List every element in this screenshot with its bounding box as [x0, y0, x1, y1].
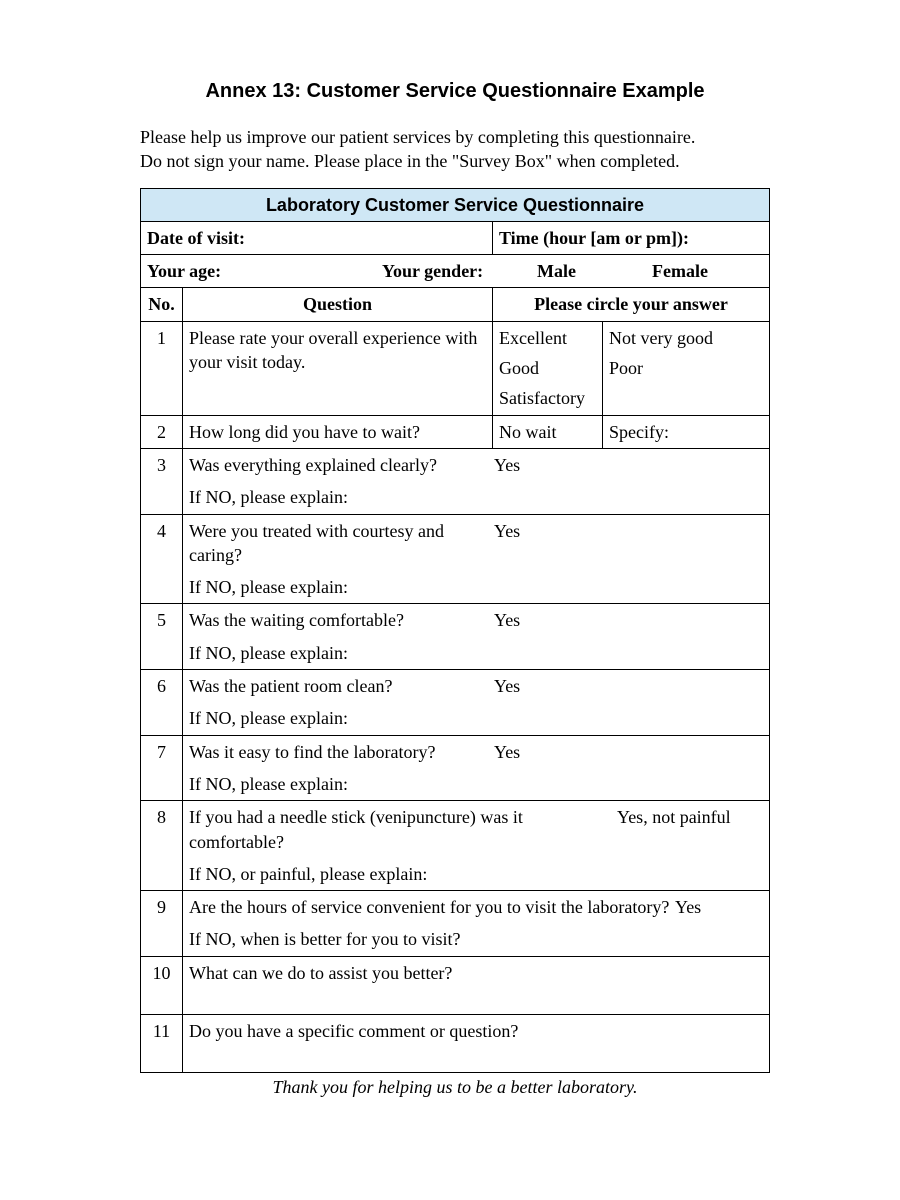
q5-sub: If NO, please explain:: [189, 641, 763, 665]
q1-poor: Poor: [609, 356, 763, 380]
q1-good: Good: [499, 356, 596, 380]
q7-text: Was it easy to find the laboratory?: [189, 740, 494, 764]
table-row: 6 Was the patient room clean? Yes If NO,…: [141, 670, 770, 736]
q1-answers-right: Not very good Poor: [609, 326, 763, 381]
q5-no: 5: [141, 604, 183, 670]
q8-yes: Yes, not painful: [617, 805, 731, 854]
q4-line: Were you treated with courtesy and carin…: [189, 519, 763, 568]
q3-no: 3: [141, 448, 183, 514]
intro-line-2: Do not sign your name. Please place in t…: [140, 151, 680, 171]
q4-sub: If NO, please explain:: [189, 575, 763, 599]
gender-label: Your gender:: [382, 259, 537, 283]
q5-text: Was the waiting comfortable?: [189, 608, 494, 632]
q1-satisfactory: Satisfactory: [499, 386, 596, 410]
gender-male: Male: [537, 259, 652, 283]
intro-line-1: Please help us improve our patient servi…: [140, 127, 695, 147]
time-label: Time (hour [am or pm]):: [493, 221, 770, 254]
table-row: 5 Was the waiting comfortable? Yes If NO…: [141, 604, 770, 670]
q9-sub: If NO, when is better for you to visit?: [189, 927, 763, 951]
q8-sub: If NO, or painful, please explain:: [189, 862, 763, 886]
col-header-no: No.: [141, 288, 183, 321]
q9-yes: Yes: [675, 895, 701, 919]
q1-not-very-good: Not very good: [609, 326, 763, 350]
q11-no: 11: [141, 1014, 183, 1072]
demographics-row: Your age: Your gender: Male Female: [147, 259, 763, 283]
q1-answers-left: Excellent Good Satisfactory: [499, 326, 596, 411]
table-row: 8 If you had a needle stick (venipunctur…: [141, 801, 770, 891]
q4-yes: Yes: [494, 519, 520, 568]
q1-excellent: Excellent: [499, 326, 596, 350]
q3-text: Was everything explained clearly?: [189, 453, 494, 477]
intro-text: Please help us improve our patient servi…: [140, 125, 770, 174]
table-row: 2 How long did you have to wait? No wait…: [141, 415, 770, 448]
q9-no: 9: [141, 891, 183, 957]
page-title: Annex 13: Customer Service Questionnaire…: [140, 80, 770, 103]
q2-text: How long did you have to wait?: [183, 415, 493, 448]
q8-line: If you had a needle stick (venipuncture)…: [189, 805, 763, 854]
q1-no: 1: [141, 321, 183, 415]
q8-text: If you had a needle stick (venipuncture)…: [189, 805, 617, 854]
q3-sub: If NO, please explain:: [189, 485, 763, 509]
q4-no: 4: [141, 514, 183, 604]
q2-no: 2: [141, 415, 183, 448]
q4-text: Were you treated with courtesy and carin…: [189, 519, 494, 568]
q6-no: 6: [141, 670, 183, 736]
q6-sub: If NO, please explain:: [189, 706, 763, 730]
q8-no: 8: [141, 801, 183, 891]
q7-yes: Yes: [494, 740, 520, 764]
table-row: 4 Were you treated with courtesy and car…: [141, 514, 770, 604]
q10-text: What can we do to assist you better?: [183, 956, 770, 1014]
q9-text: Are the hours of service convenient for …: [189, 895, 675, 919]
q2-nowait: No wait: [493, 415, 603, 448]
table-row: 10 What can we do to assist you better?: [141, 956, 770, 1014]
col-header-question: Question: [183, 288, 493, 321]
q6-yes: Yes: [494, 674, 520, 698]
questionnaire-table: Laboratory Customer Service Questionnair…: [140, 188, 770, 1073]
q2-specify: Specify:: [603, 415, 770, 448]
document-page: Annex 13: Customer Service Questionnaire…: [0, 0, 900, 1200]
q6-line: Was the patient room clean? Yes: [189, 674, 763, 698]
table-row: 3 Was everything explained clearly? Yes …: [141, 448, 770, 514]
date-of-visit-label: Date of visit:: [141, 221, 493, 254]
table-row: 9 Are the hours of service convenient fo…: [141, 891, 770, 957]
gender-female: Female: [652, 259, 708, 283]
q10-no: 10: [141, 956, 183, 1014]
table-title: Laboratory Customer Service Questionnair…: [141, 188, 770, 221]
q7-no: 7: [141, 735, 183, 801]
q9-line: Are the hours of service convenient for …: [189, 895, 763, 919]
q11-text: Do you have a specific comment or questi…: [183, 1014, 770, 1072]
table-row: 11 Do you have a specific comment or que…: [141, 1014, 770, 1072]
age-label: Your age:: [147, 259, 382, 283]
q7-line: Was it easy to find the laboratory? Yes: [189, 740, 763, 764]
q7-sub: If NO, please explain:: [189, 772, 763, 796]
thanks-line: Thank you for helping us to be a better …: [140, 1077, 770, 1098]
q5-line: Was the waiting comfortable? Yes: [189, 608, 763, 632]
q1-text: Please rate your overall experience with…: [183, 321, 493, 415]
table-row: 7 Was it easy to find the laboratory? Ye…: [141, 735, 770, 801]
q3-line: Was everything explained clearly? Yes: [189, 453, 763, 477]
col-header-answer: Please circle your answer: [493, 288, 770, 321]
q6-text: Was the patient room clean?: [189, 674, 494, 698]
q5-yes: Yes: [494, 608, 520, 632]
q3-yes: Yes: [494, 453, 520, 477]
table-row: 1 Please rate your overall experience wi…: [141, 321, 770, 415]
